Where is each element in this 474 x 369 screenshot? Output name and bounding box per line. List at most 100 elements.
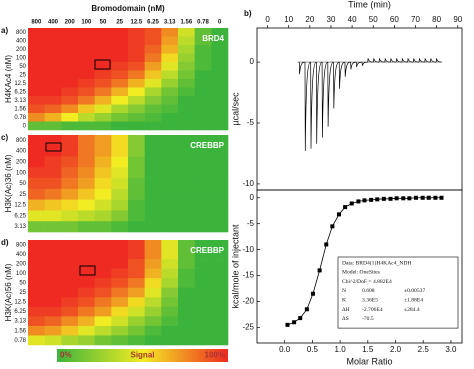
heat-cell	[44, 104, 62, 114]
heat-cell	[78, 287, 95, 298]
heat-cell	[61, 62, 79, 71]
heat-cell	[94, 70, 112, 80]
heat-cell	[28, 278, 45, 289]
heat-cell	[44, 268, 62, 279]
heat-cell	[78, 221, 95, 233]
y-axis-title: H3K(Ac)56 (nM)	[4, 263, 13, 321]
heat-cell	[44, 87, 62, 97]
heat-cell	[161, 36, 179, 46]
heat-cell	[44, 62, 62, 71]
heat-cell	[128, 79, 145, 88]
data-point	[349, 201, 354, 206]
column-label: 25	[116, 20, 123, 26]
y-tick-label: -5	[247, 219, 255, 228]
column-label: 100	[81, 20, 92, 26]
heat-cell	[211, 325, 229, 336]
y-tick-label: -10	[242, 245, 254, 254]
heat-cell	[111, 249, 129, 260]
fit-parameter: ±1.88E4	[404, 297, 423, 303]
x-tick-label: 90	[453, 15, 462, 24]
heat-cell	[78, 278, 95, 289]
fit-parameter: ΔH	[342, 307, 350, 313]
heat-cell	[211, 335, 229, 346]
heat-cell	[161, 240, 179, 250]
heat-cell	[144, 335, 162, 346]
heat-cell	[94, 104, 112, 114]
heat-cell	[211, 28, 229, 37]
x-tick-label: 10	[284, 15, 293, 24]
heat-cell	[128, 62, 145, 71]
heat-cell	[111, 70, 129, 80]
heat-cell	[161, 259, 179, 269]
column-label: 800	[31, 20, 42, 26]
heat-cell	[211, 259, 229, 269]
row-label: 100	[16, 170, 27, 176]
injection-peak	[435, 58, 442, 63]
heat-cell	[78, 36, 95, 46]
y-tick-label: -15	[242, 271, 254, 280]
heat-cell	[44, 113, 62, 122]
data-point	[407, 196, 412, 201]
heat-cell	[161, 287, 179, 298]
row-label: 100	[16, 271, 27, 277]
heat-cell	[78, 113, 95, 122]
heat-cell	[61, 36, 79, 46]
heat-cell	[144, 268, 162, 279]
heat-cell	[211, 70, 229, 80]
heat-cell	[78, 87, 95, 97]
heat-cell	[128, 221, 145, 233]
heat-cell	[128, 178, 145, 190]
heat-cell	[78, 96, 95, 105]
heat-cell	[61, 316, 79, 327]
colorbar-label: 100%	[205, 351, 225, 360]
heat-cell	[194, 306, 212, 317]
row-label: 800	[16, 242, 27, 248]
heat-cell	[44, 121, 62, 131]
heat-cell	[161, 135, 179, 147]
column-label: 200	[65, 20, 76, 26]
data-point	[369, 197, 374, 202]
heat-cell	[28, 297, 45, 308]
heat-cell	[211, 210, 229, 222]
heat-cell	[144, 156, 162, 168]
highlight-box	[45, 142, 62, 152]
heat-cell	[178, 178, 195, 190]
heat-cell	[194, 316, 212, 327]
heat-cell	[61, 259, 79, 269]
panel-label: a)	[1, 26, 8, 35]
heat-cell	[111, 325, 129, 336]
injection-peak	[355, 61, 362, 68]
heat-cell	[94, 259, 112, 269]
heat-cell	[211, 249, 229, 260]
injection-peak	[344, 61, 351, 77]
heat-cell	[178, 96, 195, 105]
data-point	[433, 195, 438, 200]
panel-title: CREBBP	[190, 141, 224, 150]
heat-cell	[211, 145, 229, 157]
injection-peak	[327, 61, 334, 127]
fit-info: Chi^2/DoF = 4.882E4	[342, 279, 392, 285]
heat-cell	[78, 135, 95, 147]
heat-cell	[178, 167, 195, 179]
heat-cell	[61, 199, 79, 211]
heat-cell	[94, 306, 112, 317]
heat-cell	[94, 45, 112, 54]
heat-cell	[144, 240, 162, 250]
heat-cell	[94, 297, 112, 308]
heat-cell	[178, 287, 195, 298]
column-label: 6.25	[147, 20, 159, 26]
heat-cell	[178, 335, 195, 346]
data-point	[304, 307, 309, 312]
heat-cell	[61, 121, 79, 131]
heat-cell	[194, 70, 212, 80]
heat-cell	[111, 36, 129, 46]
heat-cell	[194, 268, 212, 279]
data-point	[426, 195, 431, 200]
data-point	[362, 198, 367, 203]
heat-cell	[44, 167, 62, 179]
injection-peak	[378, 58, 385, 63]
heat-cell	[28, 259, 45, 269]
heat-cell	[28, 121, 45, 131]
heat-cell	[211, 156, 229, 168]
heat-cell	[78, 199, 95, 211]
